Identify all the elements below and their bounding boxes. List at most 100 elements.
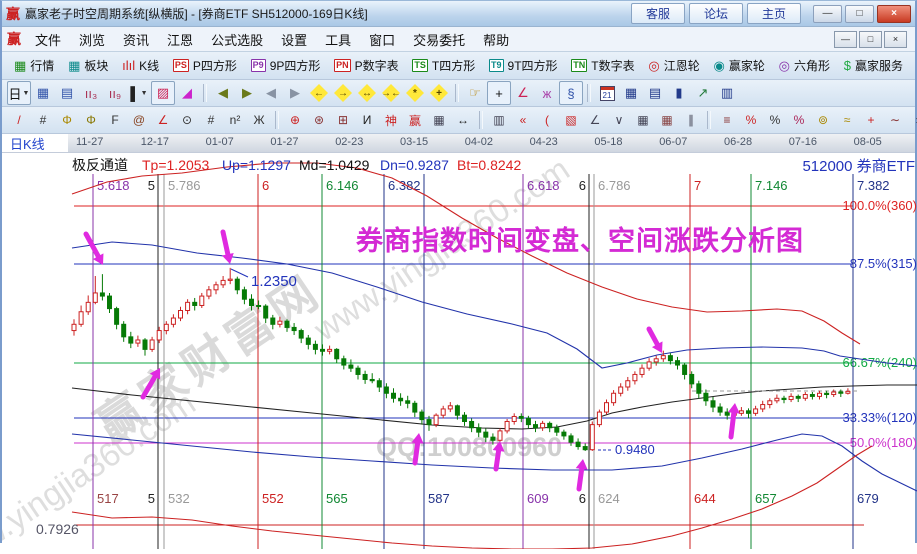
prev-bar-icon[interactable]: ◀ <box>266 85 276 100</box>
shen-tool-icon[interactable]: 神 <box>384 113 397 128</box>
target-icon[interactable]: ⊕ <box>289 113 301 127</box>
n-square-icon[interactable]: n² <box>229 113 241 127</box>
measure-icon[interactable]: ↔ <box>457 113 469 127</box>
first-bar-icon[interactable]: ◀ <box>218 85 228 100</box>
p-square-button[interactable]: PS P四方形 <box>172 57 237 74</box>
menu-item-6[interactable]: 设置 <box>281 32 308 48</box>
menu-item-10[interactable]: 帮助 <box>483 32 510 48</box>
crosshair-icon[interactable]: + <box>487 81 511 105</box>
kline-button[interactable]: ılıl K线 <box>122 57 159 74</box>
fan-lines-icon[interactable]: « <box>519 113 527 127</box>
child-minimize-button[interactable]: — <box>834 30 857 48</box>
menu-item-8[interactable]: 窗口 <box>369 32 396 48</box>
quotes-button[interactable]: ▦ 行情 <box>14 57 54 74</box>
color-volume-icon[interactable]: ◢ <box>182 85 192 100</box>
calculator-icon[interactable]: ▦ <box>624 85 638 100</box>
pen-target-icon[interactable]: + <box>867 113 875 127</box>
grid-rect-icon[interactable]: ▥ <box>493 113 505 127</box>
menu-item-9[interactable]: 交易委托 <box>413 32 466 48</box>
forum-button[interactable]: 论坛 <box>689 3 743 24</box>
export-icon[interactable]: ↗ <box>697 85 709 100</box>
app-logo-icon: 赢 <box>6 5 20 22</box>
price-mark-icon[interactable]: И <box>362 113 372 127</box>
gann-pattern-icon[interactable]: ▨ <box>151 81 175 105</box>
pattern-window-icon[interactable]: ▦ <box>36 85 50 100</box>
zoom-in-h-icon[interactable]: →← <box>379 81 403 105</box>
angle-tool-icon[interactable]: ∠ <box>517 85 529 100</box>
time-wheel-icon[interactable]: ⊙ <box>181 113 193 127</box>
service-button[interactable]: 客服 <box>631 3 685 24</box>
save-icon[interactable]: ▮ <box>675 85 683 100</box>
t-number-button[interactable]: TN T数字表 <box>571 57 635 74</box>
winner-wheel-button[interactable]: ◉ 赢家轮 <box>714 57 765 74</box>
info-list-icon[interactable]: ▤ <box>60 85 74 100</box>
tools-truck-icon[interactable]: ▥ <box>720 85 734 100</box>
grid-target-icon[interactable]: ⊞ <box>337 113 349 127</box>
percent-lines-icon[interactable]: % <box>793 113 805 127</box>
period-day-dropdown[interactable]: 日 ▼ <box>7 81 31 105</box>
ruler-123-icon[interactable]: ▦ <box>433 113 445 127</box>
star-wheel-icon[interactable]: ⊛ <box>313 113 325 127</box>
percent-wave-icon[interactable]: % <box>745 113 757 127</box>
mirror-icon[interactable]: Ж <box>253 113 265 127</box>
menu-item-7[interactable]: 工具 <box>325 32 352 48</box>
scroll-left-icon[interactable]: ← <box>307 81 331 105</box>
price-ruler-icon[interactable]: # <box>207 113 215 127</box>
home-button[interactable]: 主页 <box>747 3 801 24</box>
bars-9-icon[interactable]: ıı₉ <box>108 85 122 101</box>
grid-arrow-icon[interactable]: ▦ <box>661 113 673 127</box>
menu-item-4[interactable]: 江恩 <box>167 32 194 48</box>
pen-ruler-icon[interactable]: ∠ <box>157 113 169 127</box>
golden-box-icon[interactable]: Φ <box>86 113 96 127</box>
v-lines-icon[interactable]: ∨ <box>614 113 624 127</box>
brain-icon[interactable]: § <box>559 81 583 105</box>
sectors-button[interactable]: ▦ 板块 <box>68 57 108 74</box>
menu-item-3[interactable]: 资讯 <box>123 32 150 48</box>
kline-period-tab[interactable]: 日K线 <box>2 134 68 152</box>
golden-section-icon[interactable]: Φ <box>62 113 72 127</box>
dark-grid-icon[interactable]: ▦ <box>637 113 649 127</box>
menu-item-2[interactable]: 浏览 <box>79 32 106 48</box>
percent-icon[interactable]: % <box>769 113 781 127</box>
menu-item-1[interactable]: 文件 <box>35 32 62 48</box>
restore-button[interactable]: □ <box>845 4 874 23</box>
compress-view-icon[interactable]: * <box>403 81 427 105</box>
notepad-icon[interactable]: ▤ <box>648 85 662 100</box>
child-restore-button[interactable]: □ <box>859 30 882 48</box>
next-bar-icon[interactable]: ▶ <box>290 85 300 100</box>
winner-service-button[interactable]: $ 赢家服务 <box>844 57 903 74</box>
last-bar-icon[interactable]: ▶ <box>242 85 252 100</box>
square-grid-icon[interactable]: ▧ <box>565 113 577 127</box>
more-tools-icon[interactable]: » <box>907 108 917 132</box>
flower-tool-icon[interactable]: ж <box>542 85 552 101</box>
zoom-out-h-icon[interactable]: ↔ <box>355 81 379 105</box>
scroll-right-icon[interactable]: → <box>331 81 355 105</box>
angle-lines-icon[interactable]: ∠ <box>589 113 601 127</box>
p-number-button[interactable]: PN P数字表 <box>334 57 399 74</box>
calendar-icon[interactable]: 21 <box>595 81 619 105</box>
percent-scale-icon[interactable]: ≡ <box>723 113 731 127</box>
bars-3-icon[interactable]: ıı₃ <box>84 85 98 101</box>
time-ruler-icon[interactable]: # <box>39 113 47 127</box>
spiral-icon[interactable]: @ <box>132 113 146 127</box>
golden-line-icon[interactable]: ≈ <box>843 113 851 127</box>
minimize-button[interactable]: — <box>813 4 842 23</box>
gann-wheel-button[interactable]: ◎ 江恩轮 <box>648 57 699 74</box>
hexagon-button[interactable]: ◎ 六角形 <box>779 57 830 74</box>
arc-grid-icon[interactable]: ( <box>545 113 549 127</box>
win-tool-icon[interactable]: 赢 <box>408 113 421 128</box>
pen-tool-icon[interactable]: / <box>17 113 21 127</box>
fibonacci-ruler-icon[interactable]: F <box>111 113 119 127</box>
close-button[interactable]: × <box>877 4 911 23</box>
hand-tool-icon[interactable]: ☞ <box>469 85 481 100</box>
wave-tool-icon[interactable]: ∼ <box>889 113 901 127</box>
candle-style-dropdown[interactable]: ▌ ▼ <box>130 85 148 101</box>
expand-view-icon[interactable]: + <box>427 81 451 105</box>
golden-circle-icon[interactable]: ⊚ <box>817 113 829 127</box>
menu-item-5[interactable]: 公式选股 <box>211 32 264 48</box>
child-close-button[interactable]: × <box>884 30 907 48</box>
t-square-button[interactable]: TS T四方形 <box>412 57 475 74</box>
parallel-lines-icon[interactable]: ∥ <box>688 113 694 127</box>
9t-square-button[interactable]: T9 9T四方形 <box>489 57 558 74</box>
9p-square-button[interactable]: P9 9P四方形 <box>250 57 320 74</box>
